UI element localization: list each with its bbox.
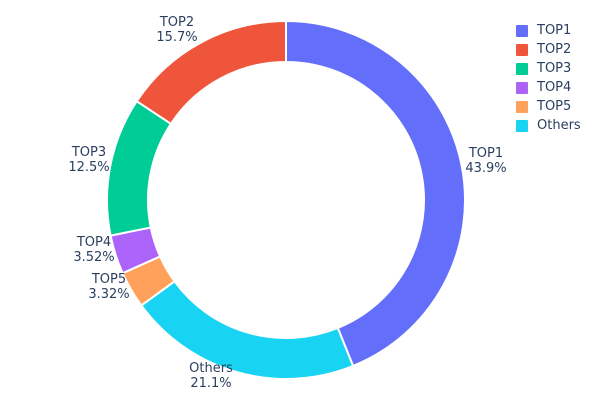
legend-item-label: TOP4: [537, 80, 572, 95]
legend-swatch-icon: [516, 25, 528, 37]
pie-slice-top1[interactable]: [285, 19, 466, 368]
slice-label-name: TOP5: [91, 272, 127, 287]
pie-slice-others[interactable]: [139, 279, 355, 380]
slice-label-percent: 43.9%: [465, 161, 507, 176]
legend-item-label: TOP1: [537, 23, 572, 38]
legend-swatch-icon: [516, 120, 528, 132]
legend-item-top1[interactable]: TOP1: [516, 23, 581, 39]
slice-label-others: Others 21.1%: [189, 361, 233, 391]
legend: TOP1 TOP2 TOP3 TOP4 TOP5 Others: [516, 23, 581, 134]
slice-label-name: TOP4: [76, 235, 112, 250]
legend-swatch-icon: [516, 63, 528, 75]
slice-label-name: TOP2: [159, 15, 195, 30]
slice-label-percent: 21.1%: [190, 376, 232, 391]
legend-swatch-icon: [516, 101, 528, 113]
legend-item-label: TOP5: [537, 99, 572, 114]
slice-label-top2: TOP2 15.7%: [156, 15, 197, 45]
slice-label-top4: TOP4 3.52%: [73, 235, 114, 265]
legend-item-label: Others: [537, 118, 581, 133]
legend-item-label: TOP3: [537, 61, 572, 76]
slice-label-top5: TOP5 3.32%: [88, 272, 129, 302]
slice-label-name: Others: [189, 361, 233, 376]
slice-label-name: TOP3: [71, 145, 107, 160]
slice-label-percent: 15.7%: [156, 30, 198, 45]
legend-item-label: TOP2: [537, 42, 572, 57]
legend-swatch-icon: [516, 44, 528, 56]
slice-label-percent: 3.52%: [73, 250, 115, 265]
legend-item-top2[interactable]: TOP2: [516, 42, 581, 58]
legend-item-top3[interactable]: TOP3: [516, 61, 581, 77]
slice-label-top3: TOP3 12.5%: [68, 145, 109, 175]
slice-label-top1: TOP1 43.9%: [465, 146, 506, 176]
slice-label-percent: 3.32%: [88, 287, 130, 302]
legend-swatch-icon: [516, 82, 528, 94]
pie-slice-top2[interactable]: [135, 19, 287, 126]
legend-item-top5[interactable]: TOP5: [516, 99, 581, 115]
pie-slice-top3[interactable]: [106, 99, 173, 237]
legend-item-top4[interactable]: TOP4: [516, 80, 581, 96]
slice-label-percent: 12.5%: [68, 160, 110, 175]
slice-label-name: TOP1: [468, 146, 504, 161]
legend-item-others[interactable]: Others: [516, 118, 581, 134]
